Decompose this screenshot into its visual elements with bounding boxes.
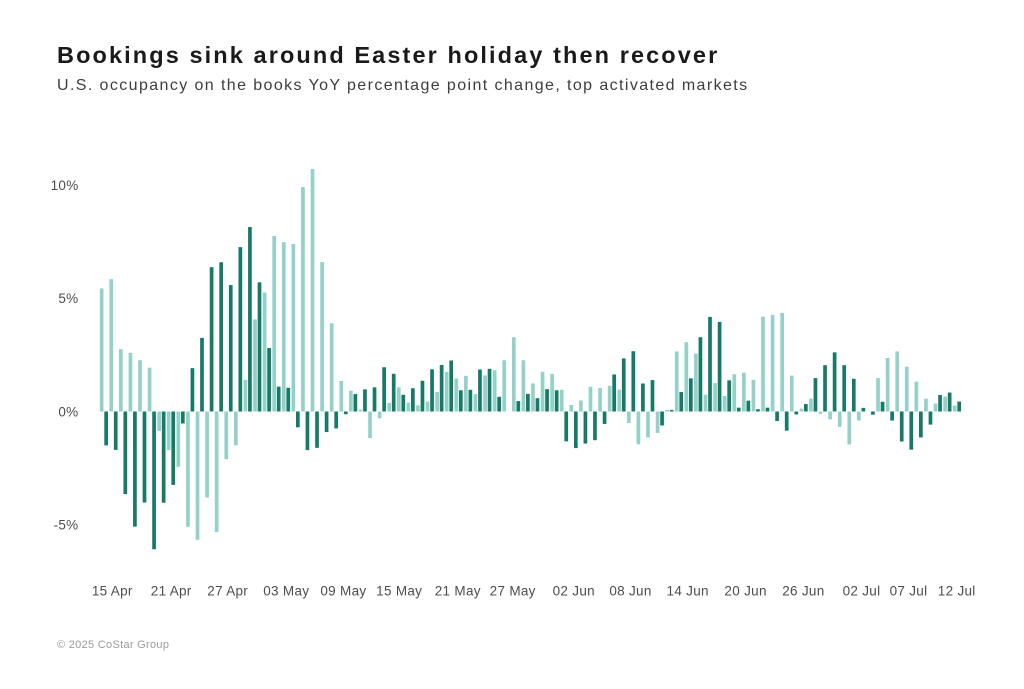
svg-text:U.S. occupancy on the books Yo: U.S. occupancy on the books YoY percenta… — [57, 77, 749, 94]
svg-text:5%: 5% — [58, 291, 78, 306]
svg-text:14 Jun: 14 Jun — [667, 584, 709, 599]
svg-text:27 Apr: 27 Apr — [207, 584, 248, 599]
svg-text:0%: 0% — [58, 404, 78, 419]
svg-text:21 Apr: 21 Apr — [151, 584, 192, 599]
svg-text:20 Jun: 20 Jun — [724, 584, 766, 599]
svg-text:12 Jul: 12 Jul — [938, 584, 976, 599]
svg-text:27 May: 27 May — [490, 584, 536, 599]
svg-text:Bookings sink around Easter ho: Bookings sink around Easter holiday then… — [57, 42, 719, 68]
svg-text:10%: 10% — [51, 178, 79, 193]
svg-text:09 May: 09 May — [320, 584, 366, 599]
svg-text:-5%: -5% — [54, 517, 79, 532]
svg-text:02 Jul: 02 Jul — [843, 584, 881, 599]
svg-text:08 Jun: 08 Jun — [609, 584, 651, 599]
svg-text:26 Jun: 26 Jun — [782, 584, 824, 599]
svg-text:02 Jun: 02 Jun — [553, 584, 595, 599]
svg-text:03 May: 03 May — [263, 584, 309, 599]
svg-text:15 May: 15 May — [376, 584, 422, 599]
svg-text:21 May: 21 May — [435, 584, 481, 599]
svg-text:15 Apr: 15 Apr — [92, 584, 133, 599]
svg-text:© 2025 CoStar Group: © 2025 CoStar Group — [57, 639, 169, 651]
svg-text:07 Jul: 07 Jul — [890, 584, 928, 599]
